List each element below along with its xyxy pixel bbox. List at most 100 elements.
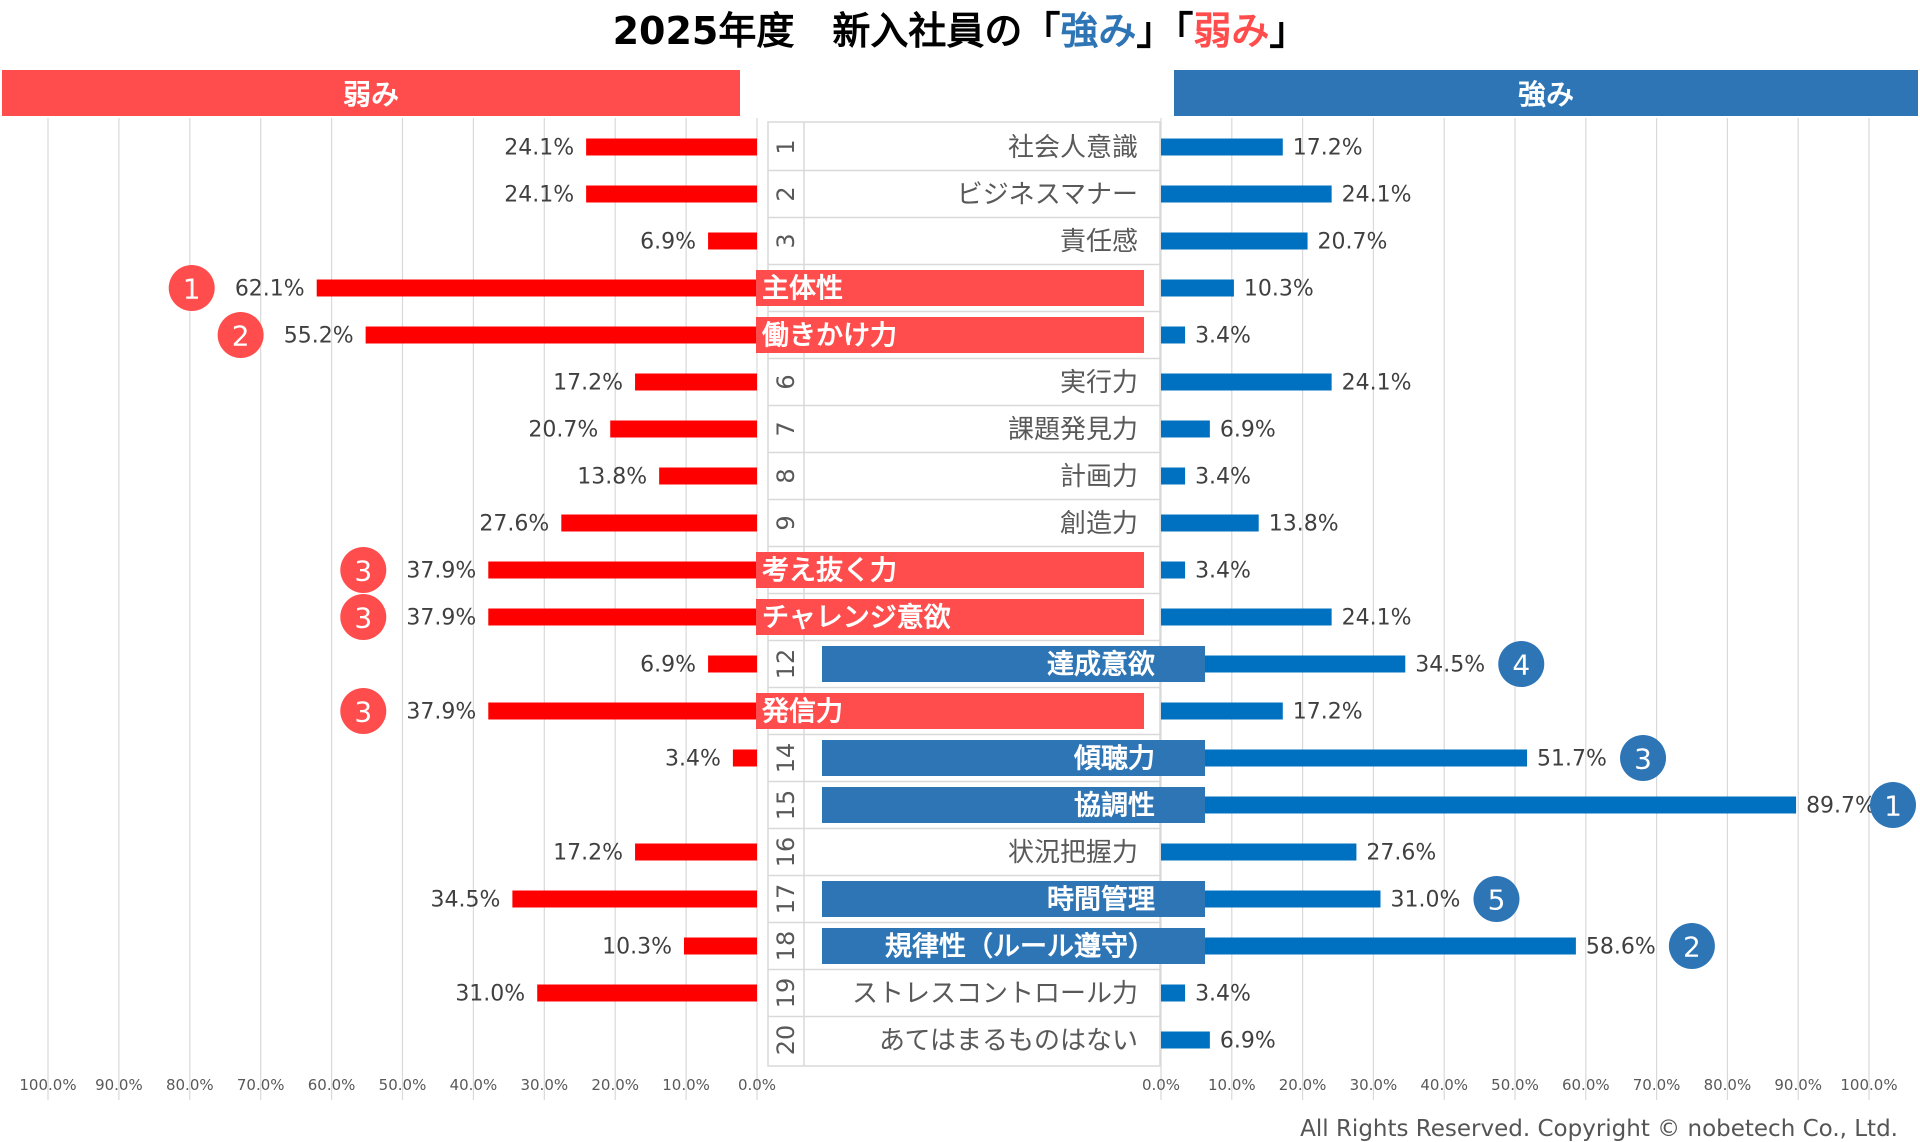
left-tick-label: 60.0% (308, 1076, 356, 1094)
strong-rank-number: 2 (1683, 931, 1701, 964)
weak-bar (708, 232, 757, 250)
category-label: 責任感 (1060, 227, 1138, 257)
weak-highlight-banner (756, 270, 1144, 306)
strong-value-label: 51.7% (1537, 747, 1607, 772)
title-open-1: 「 (1022, 9, 1060, 53)
strong-value-label: 24.1% (1342, 183, 1412, 208)
left-tick-label: 90.0% (95, 1076, 143, 1094)
row-number: 18 (772, 931, 800, 962)
left-tick-label: 30.0% (520, 1076, 568, 1094)
category-label: 実行力 (1060, 368, 1138, 398)
weak-bar (635, 373, 757, 391)
strong-bar (1161, 608, 1332, 626)
left-tick-label: 100.0% (19, 1076, 76, 1094)
strong-bar (1161, 373, 1332, 391)
row-number: 12 (772, 649, 800, 680)
row-number: 14 (772, 743, 800, 774)
weak-rank-number: 3 (354, 696, 372, 729)
right-tick-label: 100.0% (1840, 1076, 1897, 1094)
title-close-2: 」 (1269, 9, 1307, 53)
strong-bar (1161, 890, 1381, 908)
title-strong: 強み (1060, 9, 1136, 53)
right-tick-label: 0.0% (1142, 1076, 1180, 1094)
left-tick-label: 10.0% (662, 1076, 710, 1094)
strong-value-label: 20.7% (1318, 230, 1388, 255)
strong-bar (1161, 185, 1332, 203)
strong-bar (1161, 796, 1797, 814)
weak-bar (488, 702, 757, 720)
strong-header-bar (1174, 70, 1918, 116)
weak-highlight-label: 発信力 (761, 697, 843, 728)
strong-rank-number: 4 (1512, 649, 1530, 682)
weak-bar (561, 514, 757, 532)
strong-header-label: 強み (1518, 78, 1574, 111)
weak-value-label: 24.1% (504, 136, 574, 161)
weak-value-label: 6.9% (640, 230, 696, 255)
weak-highlight-banner (756, 552, 1144, 588)
weak-value-label: 37.9% (406, 559, 476, 584)
strong-highlight-label: 達成意欲 (1047, 649, 1155, 681)
weak-header-label: 弱み (343, 78, 399, 111)
weak-bar (610, 420, 757, 438)
strong-bar (1161, 702, 1283, 720)
weak-bar (512, 890, 757, 908)
strong-highlight-label: 規律性（ルール遵守） (885, 931, 1155, 963)
category-label: あてはまるものはない (879, 1026, 1138, 1056)
strong-bar (1161, 937, 1576, 955)
weak-bar (586, 185, 757, 203)
weak-value-label: 37.9% (406, 606, 476, 631)
bars: 24.1% 17.2% 24.1% 24.1% 6.9% 20.7% 62.1% 10.3% 5… (168, 136, 1916, 1054)
strong-rank-number: 5 (1488, 884, 1506, 917)
weak-rank-number: 3 (354, 555, 372, 588)
weak-rank-number: 1 (183, 273, 201, 306)
strong-highlight-label: 傾聴力 (1073, 744, 1155, 775)
row-number: 6 (772, 374, 800, 389)
strong-rank-badge (1620, 735, 1667, 781)
left-tick-label: 40.0% (450, 1076, 498, 1094)
strong-value-label: 17.2% (1293, 700, 1363, 725)
strong-highlight-banner (822, 881, 1205, 917)
weak-bar (635, 843, 757, 861)
category-label: 創造力 (1060, 509, 1138, 539)
weak-value-label: 62.1% (235, 277, 305, 302)
row-number: 20 (772, 1025, 800, 1056)
weak-rank-badge (340, 547, 387, 593)
right-tick-label: 70.0% (1633, 1076, 1681, 1094)
weak-value-label: 37.9% (406, 700, 476, 725)
weak-value-label: 17.2% (553, 371, 623, 396)
strong-highlight-label: 協調性 (1074, 790, 1155, 822)
weak-value-label: 10.3% (602, 935, 672, 960)
weak-highlight-label: チャレンジ意欲 (762, 602, 951, 634)
left-tick-label: 70.0% (237, 1076, 285, 1094)
strong-bar (1161, 467, 1186, 485)
right-tick-label: 20.0% (1279, 1076, 1327, 1094)
right-tick-label: 30.0% (1350, 1076, 1398, 1094)
right-tick-label: 50.0% (1491, 1076, 1539, 1094)
weak-rank-badge (340, 594, 387, 640)
strong-bar (1161, 561, 1186, 579)
row-number: 2 (772, 186, 800, 201)
category-label: ストレスコントロール力 (852, 979, 1138, 1009)
strong-value-label: 24.1% (1342, 371, 1412, 396)
axis-ticks: 100.0% 90.0% 80.0% 70.0% 60.0% 50.0% 40.0% 30.0… (19, 1076, 1897, 1094)
strong-highlight-banner (822, 787, 1205, 823)
category-label: 社会人意識 (1008, 133, 1138, 163)
strong-value-label: 58.6% (1586, 935, 1656, 960)
strong-highlight-banner (822, 740, 1205, 776)
weak-value-label: 27.6% (479, 512, 549, 537)
weak-value-label: 17.2% (553, 841, 623, 866)
weak-value-label: 6.9% (640, 653, 696, 678)
title-weak: 弱み (1193, 9, 1269, 53)
strong-rank-badge (1668, 923, 1715, 969)
strong-value-label: 89.7% (1806, 794, 1876, 819)
title-close-1: 」 (1136, 9, 1174, 53)
weak-rank-badge (217, 312, 264, 358)
weak-value-label: 20.7% (528, 418, 598, 443)
strong-value-label: 17.2% (1293, 136, 1363, 161)
weak-highlight-label: 考え抜く力 (762, 556, 897, 587)
left-tick-label: 0.0% (738, 1076, 776, 1094)
strong-highlight-label: 時間管理 (1047, 885, 1155, 916)
weak-value-label: 31.0% (455, 982, 525, 1007)
row-number: 17 (772, 884, 800, 915)
